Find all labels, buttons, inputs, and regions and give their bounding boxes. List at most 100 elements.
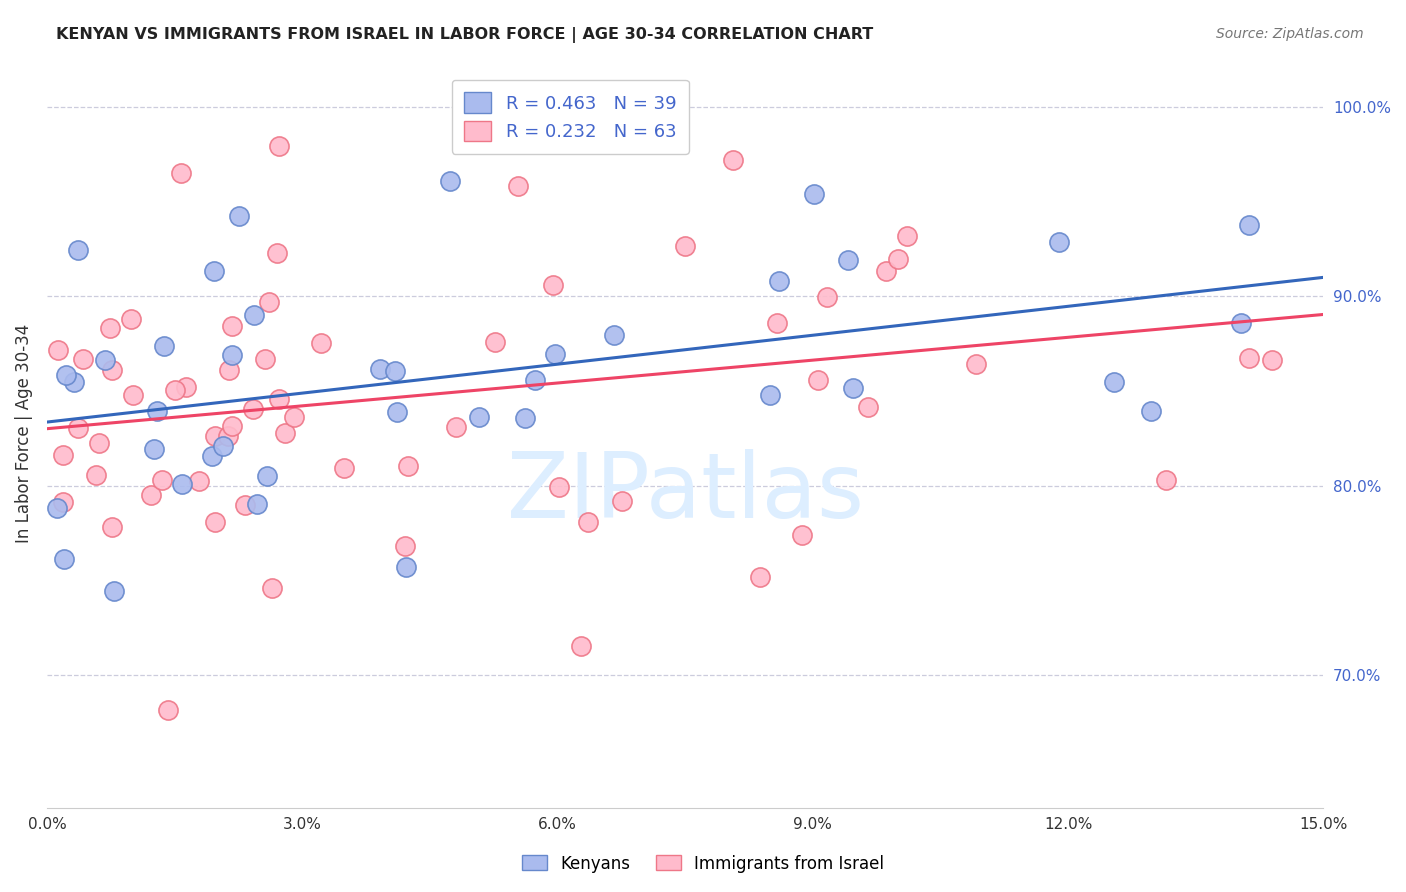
Kenyans [759, 388, 782, 402]
Immigrants from Israel [221, 318, 243, 333]
Immigrants from Israel [807, 373, 830, 387]
Immigrants from Israel [1237, 351, 1260, 365]
Immigrants from Israel [254, 352, 277, 367]
Kenyans [395, 560, 418, 574]
Kenyans [1230, 316, 1253, 330]
Immigrants from Israel [309, 335, 332, 350]
Immigrants from Israel [233, 498, 256, 512]
Kenyans [153, 339, 176, 353]
Immigrants from Israel [576, 515, 599, 529]
Immigrants from Israel [242, 402, 264, 417]
Immigrants from Israel [792, 528, 814, 542]
Immigrants from Israel [547, 480, 569, 494]
Immigrants from Israel [218, 363, 240, 377]
Text: Source: ZipAtlas.com: Source: ZipAtlas.com [1216, 27, 1364, 41]
Immigrants from Israel [204, 516, 226, 530]
Kenyans [55, 368, 77, 382]
Immigrants from Israel [267, 392, 290, 406]
Immigrants from Israel [52, 494, 75, 508]
Immigrants from Israel [673, 239, 696, 253]
Immigrants from Israel [150, 473, 173, 487]
Immigrants from Israel [121, 387, 143, 401]
Immigrants from Israel [484, 334, 506, 349]
Immigrants from Israel [87, 435, 110, 450]
Immigrants from Israel [333, 460, 356, 475]
Immigrants from Israel [157, 702, 180, 716]
Kenyans [202, 264, 225, 278]
Kenyans [146, 404, 169, 418]
Kenyans [211, 439, 233, 453]
Kenyans [1237, 219, 1260, 233]
Immigrants from Israel [100, 520, 122, 534]
Kenyans [842, 380, 865, 394]
Immigrants from Israel [52, 448, 75, 462]
Kenyans [46, 501, 69, 516]
Immigrants from Israel [204, 429, 226, 443]
Immigrants from Israel [139, 488, 162, 502]
Immigrants from Israel [174, 380, 197, 394]
Kenyans [221, 348, 243, 362]
Immigrants from Israel [266, 245, 288, 260]
Kenyans [368, 362, 391, 376]
Immigrants from Israel [394, 539, 416, 553]
Kenyans [1047, 235, 1070, 249]
Kenyans [246, 498, 269, 512]
Kenyans [1102, 375, 1125, 389]
Immigrants from Israel [721, 153, 744, 167]
Immigrants from Israel [260, 581, 283, 595]
Text: KENYAN VS IMMIGRANTS FROM ISRAEL IN LABOR FORCE | AGE 30-34 CORRELATION CHART: KENYAN VS IMMIGRANTS FROM ISRAEL IN LABO… [56, 27, 873, 43]
Immigrants from Israel [273, 425, 295, 440]
Kenyans [94, 352, 117, 367]
Kenyans [803, 187, 825, 202]
Immigrants from Israel [72, 351, 94, 366]
Kenyans [837, 252, 859, 267]
Immigrants from Israel [541, 277, 564, 292]
Immigrants from Israel [217, 429, 239, 443]
Kenyans [439, 174, 461, 188]
Kenyans [52, 551, 75, 566]
Immigrants from Israel [221, 418, 243, 433]
Immigrants from Israel [169, 166, 191, 180]
Legend: R = 0.463   N = 39, R = 0.232   N = 63: R = 0.463 N = 39, R = 0.232 N = 63 [451, 80, 689, 154]
Kenyans [228, 209, 250, 223]
Kenyans [243, 308, 266, 322]
Kenyans [603, 328, 626, 343]
Immigrants from Israel [965, 357, 987, 371]
Immigrants from Israel [396, 458, 419, 473]
Text: ZIPatlas: ZIPatlas [506, 450, 863, 538]
Immigrants from Israel [896, 3, 918, 17]
Kenyans [201, 449, 224, 463]
Kenyans [256, 468, 278, 483]
Immigrants from Israel [875, 264, 897, 278]
Immigrants from Israel [444, 420, 467, 434]
Immigrants from Israel [283, 410, 305, 425]
Immigrants from Israel [101, 362, 124, 376]
Immigrants from Israel [1261, 352, 1284, 367]
Kenyans [385, 405, 408, 419]
Y-axis label: In Labor Force | Age 30-34: In Labor Force | Age 30-34 [15, 324, 32, 543]
Immigrants from Israel [610, 494, 633, 508]
Kenyans [103, 584, 125, 599]
Kenyans [513, 411, 536, 425]
Immigrants from Israel [1154, 473, 1177, 487]
Immigrants from Israel [66, 421, 89, 435]
Immigrants from Israel [86, 467, 108, 482]
Immigrants from Israel [120, 312, 142, 326]
Immigrants from Israel [257, 295, 280, 310]
Immigrants from Israel [749, 570, 772, 584]
Kenyans [66, 243, 89, 257]
Immigrants from Israel [856, 400, 879, 414]
Immigrants from Israel [267, 139, 290, 153]
Kenyans [384, 364, 406, 378]
Immigrants from Israel [100, 321, 122, 335]
Kenyans [1139, 404, 1161, 418]
Immigrants from Israel [766, 317, 789, 331]
Kenyans [523, 373, 546, 387]
Immigrants from Israel [887, 252, 910, 267]
Kenyans [768, 274, 790, 288]
Kenyans [143, 442, 166, 457]
Immigrants from Israel [815, 290, 838, 304]
Immigrants from Israel [896, 228, 918, 243]
Immigrants from Israel [165, 383, 187, 397]
Immigrants from Israel [187, 474, 209, 488]
